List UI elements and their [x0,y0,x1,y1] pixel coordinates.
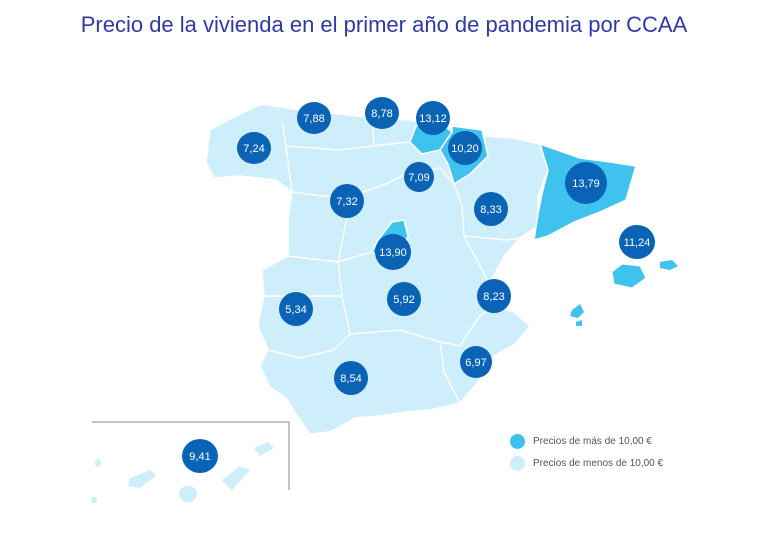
price-bubble-label: 7,32 [336,196,357,208]
canary-islands [91,442,274,503]
legend-item-high: Precios de más de 10,00 € [510,430,663,452]
price-bubble-circle [237,132,271,164]
price-bubble-circle [477,279,511,313]
price-bubble-label: 6,97 [465,357,486,369]
price-bubble: 5,92 [387,282,421,316]
price-bubble-label: 13,12 [419,113,447,125]
price-bubble-label: 13,90 [379,247,407,259]
price-bubble: 8,54 [334,361,368,395]
price-bubble-circle [182,439,218,473]
price-bubble-label: 7,24 [243,143,264,155]
price-bubble: 8,23 [477,279,511,313]
price-bubble: 6,97 [460,346,492,378]
price-bubbles: 7,24 7,88 8,78 13,12 10,20 7,09 13,79 7,32 8,33 1… [182,97,655,473]
region-balearic-islands [611,263,647,289]
price-bubble-circle [619,225,655,259]
price-bubble: 7,09 [404,162,434,192]
price-bubble-label: 7,88 [303,113,324,125]
price-bubble-circle [330,184,364,218]
price-bubble-circle [387,282,421,316]
price-bubble: 9,41 [182,439,218,473]
price-bubble-circle [297,102,331,134]
price-bubble-circle [474,192,508,226]
price-bubble-circle [404,162,434,192]
price-bubble-label: 10,20 [451,143,479,155]
menorca-island [660,260,678,270]
map-legend: Precios de más de 10,00 € Precios de men… [510,430,663,474]
price-bubble-circle [365,97,399,129]
price-bubble: 10,20 [448,131,482,165]
price-bubble: 13,12 [416,101,450,135]
price-bubble-circle [416,101,450,135]
price-bubble-label: 7,09 [408,172,429,184]
price-bubble-label: 8,23 [483,291,504,303]
price-bubble: 11,24 [619,225,655,259]
price-bubble-circle [565,162,607,204]
price-bubble-label: 11,24 [624,237,651,249]
price-bubble-circle [448,131,482,165]
ibiza-island [570,304,584,318]
price-bubble-label: 8,78 [371,108,392,120]
price-bubble-label: 9,41 [189,451,210,463]
price-bubble: 7,24 [237,132,271,164]
price-bubble: 5,34 [279,292,313,326]
price-bubble: 8,33 [474,192,508,226]
legend-swatch-low [510,455,525,471]
price-bubble-circle [460,346,492,378]
map-title: Precio de la vivienda en el primer año d… [80,12,688,37]
legend-swatch-high [510,433,525,449]
price-bubble: 8,78 [365,97,399,129]
price-bubble: 7,32 [330,184,364,218]
price-bubble: 13,79 [565,162,607,204]
price-bubble: 7,88 [297,102,331,134]
price-bubble-label: 5,92 [393,294,414,306]
formentera-island [576,320,582,326]
price-bubble-circle [279,292,313,326]
price-bubble-label: 5,34 [285,304,306,316]
price-bubble-circle [375,234,411,270]
price-bubble-circle [334,361,368,395]
price-bubble-label: 13,79 [572,178,600,190]
legend-label-low: Precios de menos de 10,00 € [533,457,664,469]
price-bubble: 13,90 [375,234,411,270]
legend-item-low: Precios de menos de 10,00 € [510,452,663,474]
price-bubble-label: 8,33 [480,204,501,216]
legend-label-high: Precios de más de 10,00 € [533,435,652,447]
canary-inset-frame [92,421,290,490]
price-bubble-label: 8,54 [340,373,361,385]
